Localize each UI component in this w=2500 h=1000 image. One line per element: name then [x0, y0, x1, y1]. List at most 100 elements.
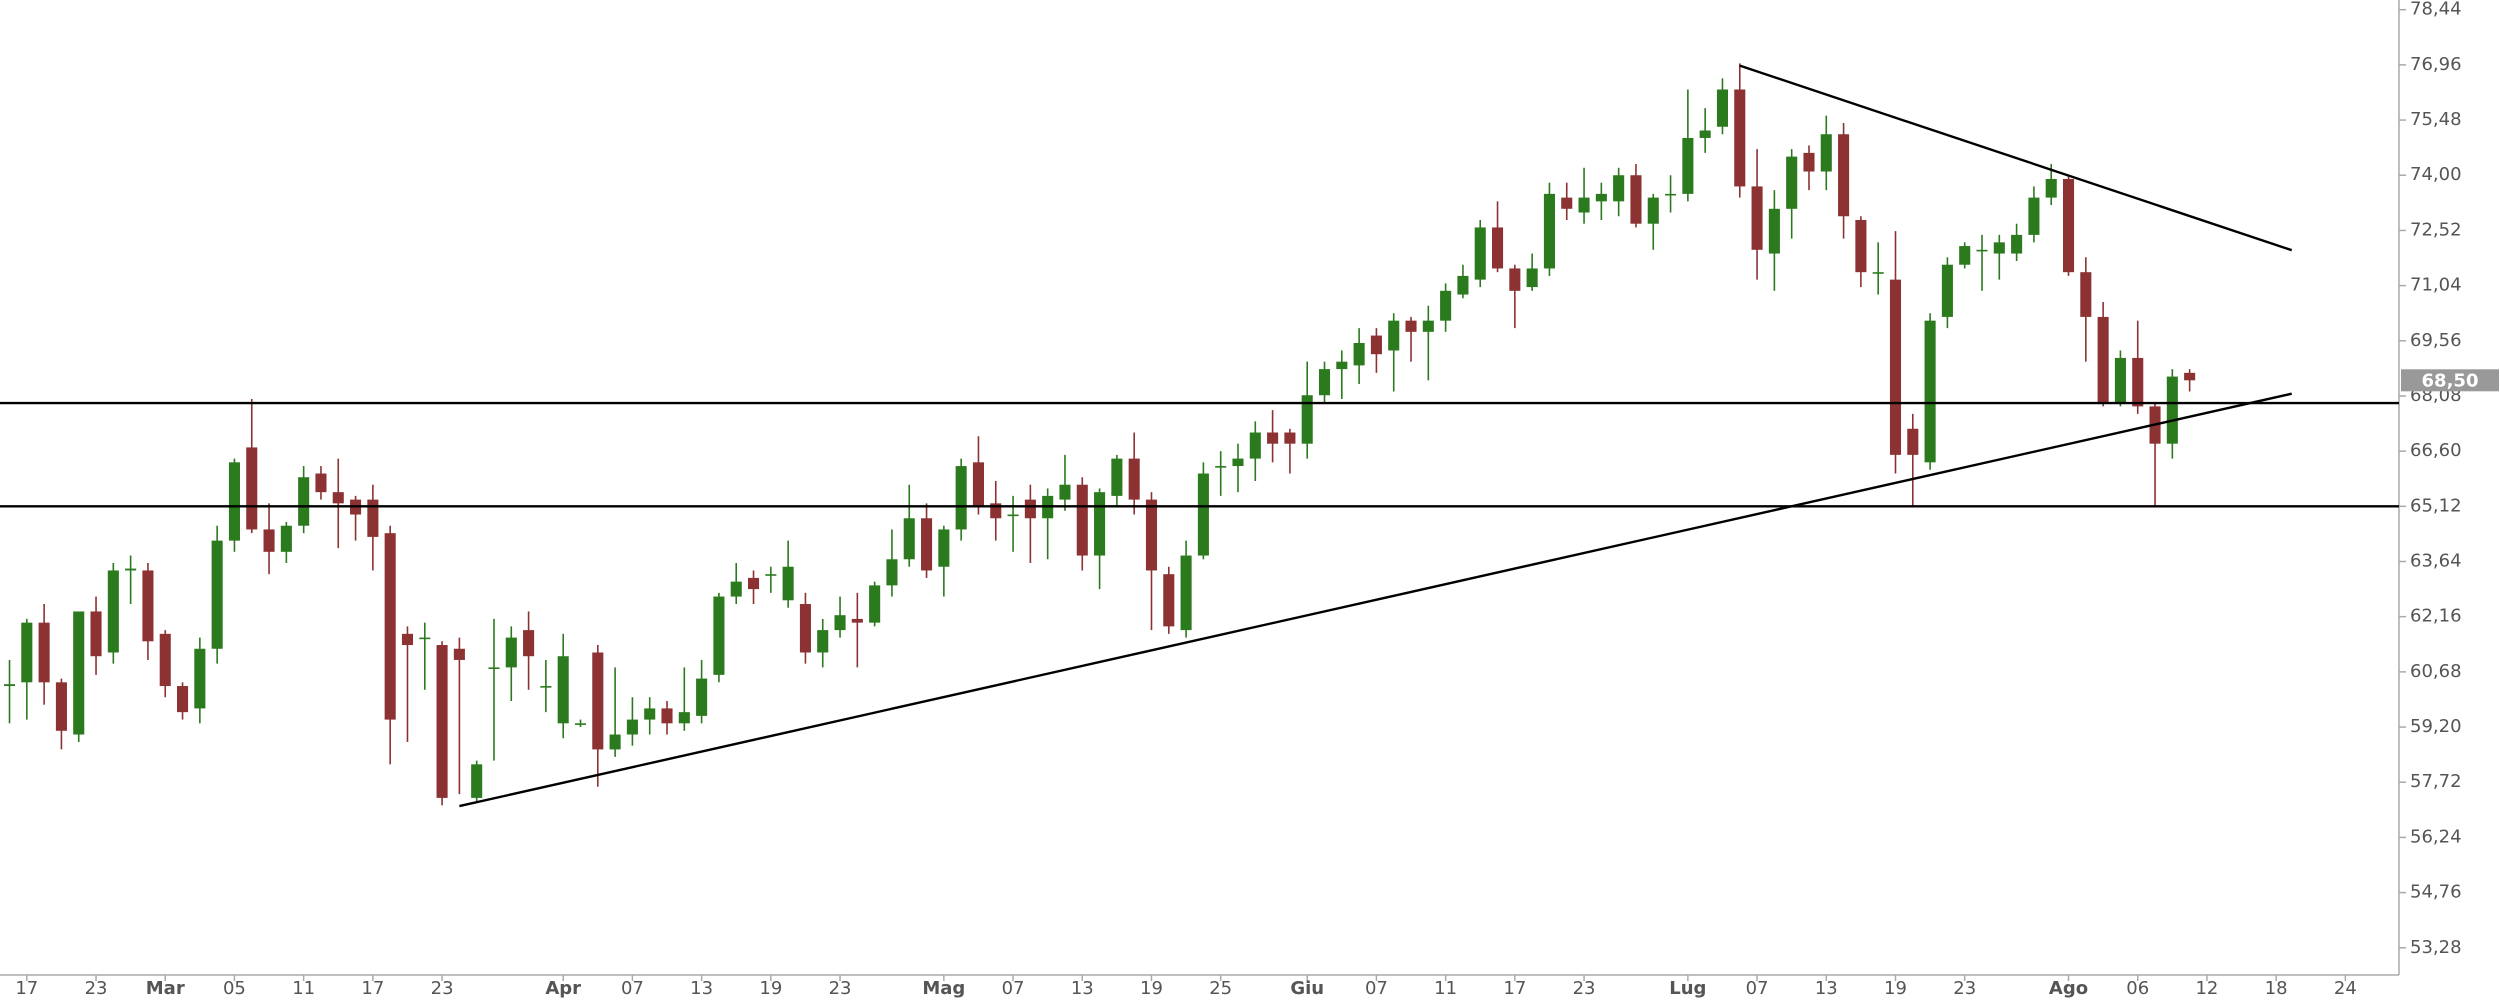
candle-body: [55, 682, 67, 731]
candle-body: [1370, 335, 1382, 355]
candle-body: [1561, 197, 1573, 209]
x-tick-label: 07: [1365, 978, 1388, 999]
y-tick-label: 74,00: [2410, 164, 2462, 185]
candle-body: [3, 684, 16, 687]
x-tick-label: Mag: [922, 978, 965, 999]
candle-body: [1405, 320, 1417, 332]
candle-body: [747, 577, 760, 590]
candle-body: [730, 581, 742, 597]
candle-body: [903, 518, 915, 560]
candle-body: [1578, 197, 1590, 213]
candle-body: [21, 622, 33, 683]
candle-body: [713, 596, 725, 675]
candle-body: [1301, 395, 1313, 444]
candle-body: [1180, 555, 1192, 631]
y-tick-label: 56,24: [2410, 826, 2462, 847]
x-tick-label: 07: [1002, 978, 1025, 999]
candle-body: [1474, 227, 1486, 280]
x-tick-label: 07: [1746, 978, 1769, 999]
candle-body: [1076, 484, 1088, 556]
x-tick-label: 23: [829, 978, 852, 999]
x-tick-label: 17: [361, 978, 384, 999]
x-tick-label: 06: [2126, 978, 2149, 999]
candle-body: [2114, 357, 2126, 403]
candle-body: [471, 764, 483, 798]
candle-body: [955, 466, 967, 530]
x-tick-label: 19: [1884, 978, 1907, 999]
candle-body: [2097, 316, 2109, 403]
candle-body: [1768, 208, 1780, 254]
y-tick-label: 60,68: [2410, 661, 2462, 682]
candle-body: [1249, 432, 1261, 459]
candle-body: [1734, 89, 1746, 187]
x-tick-label: 13: [690, 978, 713, 999]
candle-body: [142, 570, 154, 642]
x-tick-label: 23: [1953, 978, 1976, 999]
candle-body: [1388, 320, 1400, 351]
x-tick-label: 17: [1503, 978, 1526, 999]
y-tick-label: 54,76: [2410, 882, 2462, 903]
x-tick-label: 07: [621, 978, 644, 999]
price-tag: [2401, 369, 2499, 392]
candle-body: [228, 462, 240, 541]
candle-body: [1716, 89, 1729, 127]
candle-body: [367, 499, 379, 537]
candle-body: [799, 604, 811, 653]
candle-body: [2011, 234, 2023, 254]
candle-body: [1924, 320, 1936, 463]
candle-body: [125, 568, 137, 571]
candle-body: [38, 622, 50, 683]
candle-body: [1284, 432, 1296, 444]
candle-body: [2166, 376, 2178, 444]
x-tick-label: Mar: [146, 978, 185, 999]
candle-body: [1128, 458, 1140, 500]
candle-body: [644, 708, 656, 720]
y-tick-label: 59,20: [2410, 716, 2462, 737]
y-tick-label: 72,52: [2410, 219, 2462, 240]
candle-body: [990, 503, 1002, 519]
candle-body: [1353, 343, 1365, 366]
y-tick-label: 53,28: [2410, 937, 2462, 958]
candle-body: [2184, 372, 2196, 381]
candle-body: [678, 712, 690, 724]
candle-body: [557, 656, 569, 724]
y-tick-label: 76,96: [2410, 54, 2462, 75]
candle-body: [2045, 178, 2057, 198]
candle-body: [1318, 369, 1331, 396]
candle-body: [574, 723, 587, 725]
y-tick-label: 69,56: [2410, 330, 2462, 351]
y-tick-label: 57,72: [2410, 771, 2462, 792]
candle-body: [886, 559, 898, 586]
candle-body: [972, 462, 984, 508]
candle-body: [107, 570, 119, 653]
x-tick-label: 23: [431, 978, 454, 999]
candle-body: [1820, 134, 1832, 172]
candle-body: [523, 630, 535, 657]
candle-body: [419, 637, 431, 640]
candle-body: [661, 708, 673, 724]
candle-body: [1163, 574, 1175, 627]
x-tick-label: Lug: [1669, 978, 1706, 999]
candle-body: [765, 574, 777, 576]
candle-body: [1993, 242, 2005, 254]
candle-body: [834, 615, 846, 631]
candle-body: [921, 518, 933, 571]
candle-body: [1111, 458, 1123, 496]
candle-body: [2062, 178, 2075, 273]
candle-body: [159, 633, 171, 687]
candle-body: [1457, 275, 1469, 295]
candle-body: [1059, 484, 1071, 500]
x-tick-label: 18: [2265, 978, 2288, 999]
candle-body: [938, 529, 950, 567]
y-tick-label: 78,44: [2410, 0, 2462, 20]
candle-body: [1422, 320, 1434, 332]
candle-body: [211, 540, 223, 649]
candle-body: [194, 648, 206, 709]
candle-body: [1630, 175, 1642, 224]
x-tick-label: 19: [759, 978, 782, 999]
candle-body: [505, 637, 517, 668]
candle-body: [384, 533, 396, 720]
candle-body: [1526, 268, 1538, 288]
trend-line: [459, 392, 2292, 808]
candle-body: [1543, 193, 1555, 269]
